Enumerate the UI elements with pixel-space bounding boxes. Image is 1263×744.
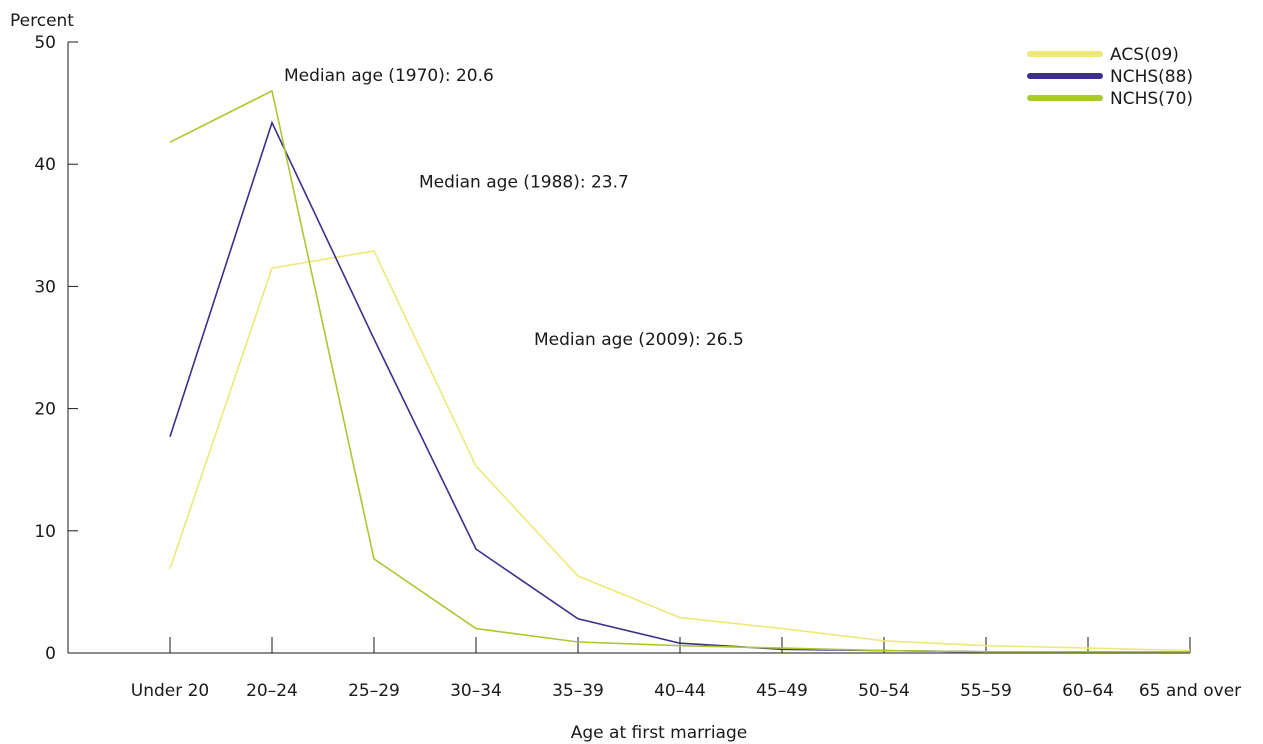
legend: ACS(09)NCHS(88)NCHS(70) (1027, 45, 1193, 109)
y-tick-label: 50 (34, 33, 56, 53)
y-tick-label: 40 (34, 155, 56, 175)
x-tick-label: Under 20 (131, 681, 210, 701)
y-axis-title: Percent (10, 11, 74, 31)
series-line-acs-09 (169, 250, 1191, 652)
x-tick-label: 50–54 (858, 681, 910, 701)
x-tick-label: 55–59 (960, 681, 1012, 701)
legend-label: NCHS(88) (1110, 67, 1193, 87)
median-age-annotation: Median age (2009): 26.5 (534, 330, 744, 350)
x-tick-label: 30–34 (450, 681, 502, 701)
y-tick-label: 10 (34, 522, 56, 542)
x-tick-label: 60–64 (1062, 681, 1114, 701)
y-tick-label: 30 (34, 277, 56, 297)
x-tick-label: 45–49 (756, 681, 808, 701)
legend-label: ACS(09) (1110, 45, 1179, 65)
y-tick-label: 0 (45, 644, 56, 664)
series-line-nchs-88 (169, 120, 1190, 653)
y-tick-label: 20 (34, 400, 56, 420)
series-lines (169, 89, 1191, 653)
median-age-annotation: Median age (1970): 20.6 (284, 66, 494, 86)
x-tick-label: 20–24 (246, 681, 298, 701)
x-tick-label: 35–39 (552, 681, 604, 701)
x-tick-label: 40–44 (654, 681, 706, 701)
series-line-nchs-70 (169, 89, 1190, 653)
axes: 0 10 20 30 40 50 Under 20 20–24 25–29 30–34 35–39 4… (34, 33, 1241, 701)
x-tick-label: 65 and over (1139, 681, 1241, 701)
annotations: Median age (1970): 20.6 Median age (1988)… (284, 66, 744, 350)
median-age-annotation: Median age (1988): 23.7 (419, 172, 629, 192)
x-tick-label: 25–29 (348, 681, 400, 701)
legend-label: NCHS(70) (1110, 89, 1193, 109)
x-axis-title: Age at first marriage (571, 723, 747, 743)
